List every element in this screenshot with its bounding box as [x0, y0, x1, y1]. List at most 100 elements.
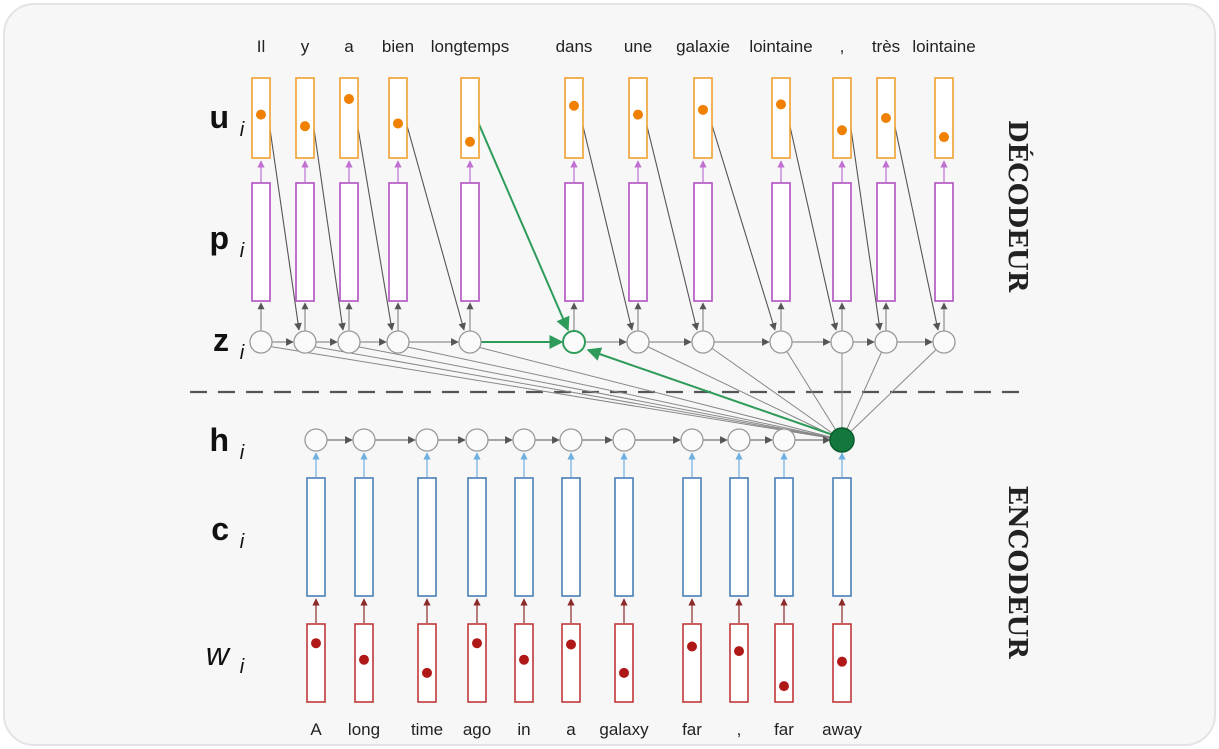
p-vector	[339, 182, 359, 302]
w-activation-dot	[359, 654, 369, 665]
z-state-node	[874, 330, 898, 354]
w-activation-dot	[566, 639, 576, 650]
u-vector	[295, 77, 315, 159]
p-vector	[693, 182, 713, 302]
encoder-word: ,	[737, 720, 742, 739]
p-vector	[460, 182, 480, 302]
decoder-word: y	[301, 37, 310, 56]
w-activation-dot	[837, 656, 847, 667]
decoder-word: galaxie	[676, 37, 730, 56]
w-activation-dot	[687, 641, 697, 652]
c-vector	[467, 477, 487, 597]
decoder-word: lointaine	[749, 37, 812, 56]
h-state-node	[304, 428, 328, 452]
z-state-node	[769, 330, 793, 354]
connection-layer	[190, 121, 1020, 623]
w-embedding	[729, 623, 749, 703]
w-activation-dot	[779, 681, 789, 692]
u-vector	[771, 77, 791, 159]
feedback-arrow	[268, 121, 302, 331]
encoder-word: far	[774, 720, 794, 739]
context-line	[260, 344, 843, 441]
c-vector	[561, 477, 581, 597]
frame	[3, 3, 1216, 746]
context-line	[397, 344, 843, 441]
u-activation-dot	[698, 104, 708, 115]
feedback-arrow	[710, 121, 777, 331]
w-activation-dot	[734, 646, 744, 657]
c-vector	[306, 477, 326, 597]
u-vector	[460, 77, 480, 159]
context-line	[637, 341, 843, 441]
encoder-word: away	[822, 720, 862, 739]
h-state-node	[465, 428, 489, 452]
c-vector	[514, 477, 534, 597]
c-vector	[682, 477, 702, 597]
w-activation-dot	[519, 654, 529, 665]
p-vector	[771, 182, 791, 302]
w-embedding	[774, 623, 794, 703]
decoder-word: a	[344, 37, 354, 56]
w-activation-dot	[422, 667, 432, 678]
p-vector	[876, 182, 896, 302]
decoder-word: lointaine	[912, 37, 975, 56]
context-vector-node	[829, 427, 855, 453]
u-vector	[934, 77, 954, 159]
context-line	[702, 341, 843, 441]
u-activation-dot	[939, 132, 949, 143]
svg-text:DÉCODEUR: DÉCODEUR	[1002, 120, 1034, 293]
z-state-node	[626, 330, 650, 354]
decoder-word: une	[624, 37, 652, 56]
row-label-c-subscript: i	[240, 531, 245, 553]
feedback-arrow	[312, 121, 346, 331]
u-activation-dot	[256, 109, 266, 120]
row-label-w-subscript: i	[240, 656, 245, 678]
decoder-word: ,	[840, 37, 845, 56]
h-state-node	[352, 428, 376, 452]
decoder-word: très	[872, 37, 900, 56]
context-line	[841, 341, 887, 441]
row-label-c: c	[211, 511, 229, 547]
w-embedding	[467, 623, 487, 703]
decoder-word: longtemps	[431, 37, 509, 56]
c-vector	[832, 477, 852, 597]
p-vector	[388, 182, 408, 302]
feedback-arrow	[356, 121, 395, 331]
w-embedding	[417, 623, 437, 703]
u-activation-dot	[633, 109, 643, 120]
w-embedding	[682, 623, 702, 703]
u-activation-dot	[569, 100, 579, 111]
encoder-word: in	[517, 720, 530, 739]
label-layer: DÉCODEUR ENCODEUR Il y a bien longtemps dans u…	[206, 37, 1034, 739]
h-state-node	[415, 428, 439, 452]
h-state-node	[772, 428, 796, 452]
attention-arrow-feedback	[477, 121, 570, 332]
u-vector	[564, 77, 584, 159]
encoder-word: time	[411, 720, 443, 739]
p-vector	[628, 182, 648, 302]
w-embedding	[614, 623, 634, 703]
u-activation-dot	[837, 125, 847, 136]
decoder-word: bien	[382, 37, 414, 56]
u-vector	[388, 77, 408, 159]
decoder-word: dans	[556, 37, 593, 56]
row-label-u: u	[209, 99, 229, 135]
feedback-arrow	[849, 121, 883, 331]
w-activation-dot	[311, 638, 321, 649]
z-state-node	[293, 330, 317, 354]
z-state-node	[386, 330, 410, 354]
z-state-node	[691, 330, 715, 354]
u-vector	[339, 77, 359, 159]
attention-arrow-context	[586, 347, 837, 437]
row-label-z-subscript: i	[240, 342, 245, 364]
u-vector	[832, 77, 852, 159]
encoder-word: a	[566, 720, 576, 739]
h-state-node	[559, 428, 583, 452]
feedback-arrow	[788, 121, 839, 331]
p-vector	[832, 182, 852, 302]
row-label-h: h	[209, 422, 229, 458]
feedback-arrow	[581, 121, 635, 331]
encoder-side-label: ENCODEUR	[1002, 485, 1032, 659]
p-vector	[934, 182, 954, 302]
